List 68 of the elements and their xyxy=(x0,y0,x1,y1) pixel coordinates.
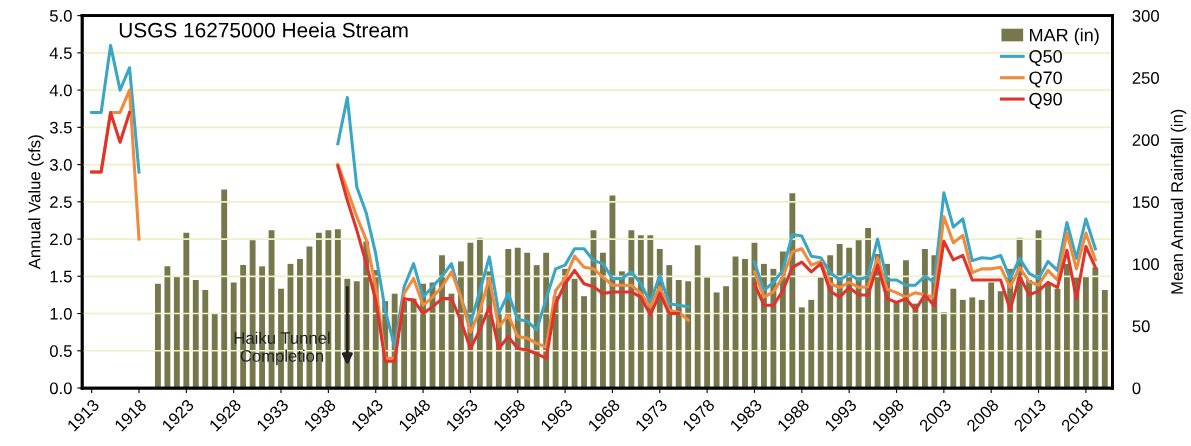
bar xyxy=(855,240,862,389)
bar xyxy=(836,244,843,389)
y2-tick-label: 150 xyxy=(1133,196,1159,209)
legend-label: MAR (in) xyxy=(1030,28,1099,46)
y2-axis-title: Mean Annual Rainfall (in) xyxy=(1170,109,1187,294)
legend-label: Q70 xyxy=(1029,71,1062,88)
y-tick-label: 0.0 xyxy=(49,382,72,395)
bar xyxy=(581,296,587,389)
y2-tick-label: 300 xyxy=(1132,10,1159,22)
bar xyxy=(950,288,957,389)
bar xyxy=(723,286,729,389)
bar xyxy=(628,230,635,389)
bar xyxy=(154,283,161,389)
y2-tick-label: 250 xyxy=(1132,72,1159,84)
bar xyxy=(192,280,199,389)
bar xyxy=(1045,283,1051,389)
bar xyxy=(713,292,720,389)
y-tick-label: 3.5 xyxy=(49,121,72,134)
y-tick-label: 0.5 xyxy=(49,345,72,357)
y-tick-label: 2.0 xyxy=(50,233,72,246)
bar xyxy=(817,277,824,389)
bar xyxy=(1101,289,1108,389)
y-tick-label: 4.0 xyxy=(49,84,72,97)
bar xyxy=(1026,280,1032,389)
bar xyxy=(997,291,1004,389)
y-tick-label: 5.0 xyxy=(49,10,72,22)
bar xyxy=(173,276,180,389)
y-axis-title: Annual Value (cfs) xyxy=(28,135,44,270)
y-tick-label: 4.5 xyxy=(49,47,72,60)
bar xyxy=(978,299,985,389)
bar xyxy=(704,277,711,389)
y-tick-label: 1.0 xyxy=(50,307,72,320)
legend-label: Q90 xyxy=(1029,92,1062,109)
bar xyxy=(524,252,531,389)
bar xyxy=(1082,276,1089,389)
y2-tick-label: 200 xyxy=(1132,134,1159,146)
bar xyxy=(183,232,190,389)
bar xyxy=(211,313,218,389)
y-tick-label: 3.0 xyxy=(49,158,72,171)
bar xyxy=(221,189,228,389)
bar xyxy=(618,271,625,389)
bar xyxy=(921,248,928,389)
bar xyxy=(164,266,171,389)
y2-tick-label: 0 xyxy=(1132,382,1141,395)
bar xyxy=(808,299,815,389)
bar xyxy=(334,229,341,389)
bar xyxy=(988,282,995,389)
bar xyxy=(1092,267,1099,389)
bar xyxy=(685,281,692,389)
bar xyxy=(846,247,853,389)
bar xyxy=(694,245,701,389)
bar xyxy=(969,297,976,389)
bar xyxy=(202,289,209,389)
y2-tick-label: 100 xyxy=(1133,258,1159,271)
bar xyxy=(353,281,360,389)
bar xyxy=(742,258,748,389)
bar xyxy=(1064,263,1070,389)
bar xyxy=(410,298,417,389)
legend-label: Q50 xyxy=(1029,50,1062,67)
y-tick-label: 2.5 xyxy=(50,196,72,209)
bar xyxy=(959,299,966,389)
bar xyxy=(798,307,805,389)
bar xyxy=(675,280,682,389)
y-tick-label: 1.5 xyxy=(50,270,72,283)
bar xyxy=(940,312,947,389)
chart-title: USGS 16275000 Heeia Stream xyxy=(119,22,408,38)
bar xyxy=(600,252,606,389)
y2-tick-label: 50 xyxy=(1132,320,1150,333)
